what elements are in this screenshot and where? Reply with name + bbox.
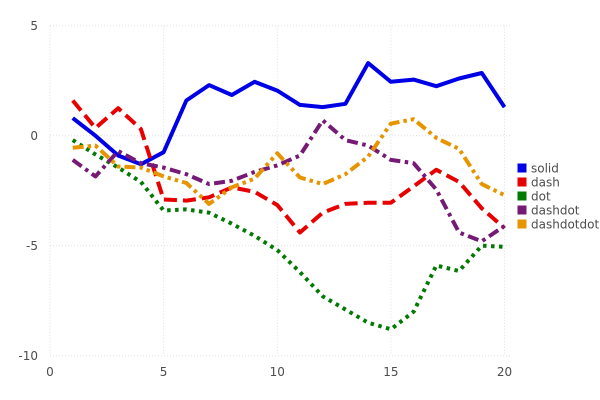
y-axis-tick-label: -10 <box>18 349 38 363</box>
legend-swatch-dot <box>517 191 527 201</box>
series-lines-layer <box>71 61 507 332</box>
legend-label-dashdot: dashdot <box>531 204 580 218</box>
legend-label-solid: solid <box>531 162 559 176</box>
x-axis-tick-label: 10 <box>270 365 285 379</box>
y-axis-tick-label: 0 <box>30 129 38 143</box>
legend-label-dashdotdot: dashdotdot <box>531 218 599 232</box>
axis-tick-labels-layer: 5 0 -5 -10 0 5 10 15 20 <box>18 19 512 379</box>
legend-swatch-dashdotdot <box>517 219 527 229</box>
x-axis-tick-label: 15 <box>383 365 398 379</box>
x-axis-tick-label: 0 <box>46 365 54 379</box>
y-axis-tick-label: -5 <box>26 239 38 253</box>
legend-label-dot: dot <box>531 190 551 204</box>
legend-swatch-dash <box>517 177 527 187</box>
series-line-dash <box>71 99 506 235</box>
legend-label-dash: dash <box>531 176 560 190</box>
series-line-dashdotdot <box>72 117 506 206</box>
x-axis-tick-label: 5 <box>160 365 168 379</box>
legend-swatch-solid <box>517 163 527 173</box>
series-line-solid <box>71 61 507 167</box>
legend-swatch-dashdot <box>517 205 527 215</box>
y-axis-tick-label: 5 <box>30 19 38 33</box>
series-line-dot <box>71 138 505 332</box>
series-line-dashdot <box>71 118 506 244</box>
x-axis-tick-label: 20 <box>497 365 512 379</box>
gridlines-layer <box>49 25 510 357</box>
